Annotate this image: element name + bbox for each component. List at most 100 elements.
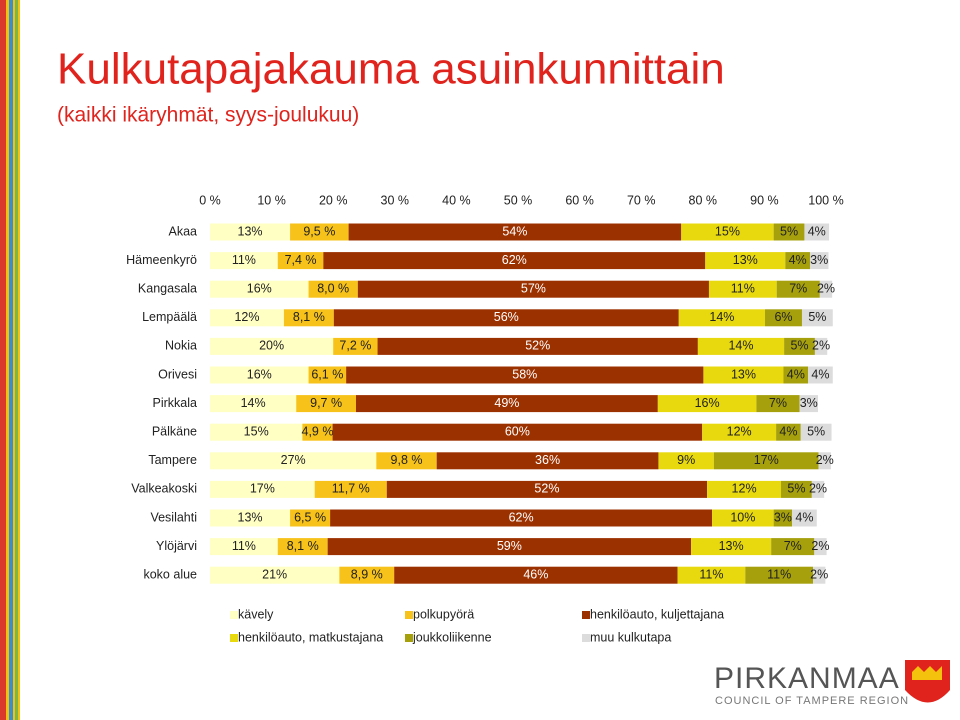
- data-label: 12%: [234, 310, 259, 324]
- bar-segment: [703, 366, 784, 384]
- data-label: 52%: [525, 339, 550, 353]
- bar-segment: [773, 223, 805, 241]
- data-label: 9%: [677, 453, 695, 467]
- stripe: [9, 0, 13, 720]
- stripe: [0, 0, 6, 720]
- bar-segment: [333, 309, 679, 327]
- data-label: 14%: [728, 339, 753, 353]
- data-label: 2%: [809, 482, 827, 496]
- data-label: 15%: [244, 424, 269, 438]
- bar-segment: [277, 538, 328, 556]
- logo-tagline: COUNCIL OF TAMPERE REGION: [715, 695, 909, 707]
- y-tick-label: Pirkkala: [153, 396, 198, 410]
- x-tick-label: 80 %: [689, 193, 718, 207]
- y-tick-label: Vesilahti: [150, 510, 197, 524]
- bar-segment: [773, 509, 793, 527]
- data-label: 11%: [232, 253, 256, 267]
- data-label: 16%: [695, 396, 720, 410]
- data-label: 16%: [247, 367, 272, 381]
- data-label: 9,7 %: [310, 396, 342, 410]
- data-label: 2%: [812, 339, 830, 353]
- bar-segment: [277, 252, 324, 270]
- bar-segment: [210, 566, 340, 584]
- bar-segment: [386, 480, 708, 498]
- bar-segment: [357, 280, 709, 298]
- bar-segment: [765, 309, 802, 327]
- bar-segment: [745, 566, 814, 584]
- data-label: 10%: [730, 510, 755, 524]
- data-label: 11%: [232, 539, 256, 553]
- data-label: 5%: [808, 310, 826, 324]
- bar-segment: [792, 509, 817, 527]
- legend-label: muu kulkutapa: [590, 630, 671, 644]
- y-tick-label: Pälkäne: [152, 424, 197, 438]
- bar-segment: [783, 366, 809, 384]
- y-tick-label: koko alue: [143, 567, 197, 581]
- bar-segment: [339, 566, 395, 584]
- y-tick-label: Nokia: [165, 339, 197, 353]
- data-label: 4%: [808, 224, 826, 238]
- legend-label: joukkoliikenne: [412, 630, 492, 644]
- bar-segment: [210, 452, 377, 470]
- legend-swatch: [230, 611, 238, 619]
- data-label: 13%: [731, 367, 756, 381]
- data-label: 14%: [709, 310, 734, 324]
- data-label: 5%: [787, 482, 805, 496]
- data-label: 3%: [800, 396, 818, 410]
- data-label: 8,1 %: [287, 539, 319, 553]
- bar-segment: [210, 309, 284, 327]
- bar-segment: [771, 538, 815, 556]
- data-label: 14%: [241, 396, 266, 410]
- bar-segment: [308, 280, 358, 298]
- y-tick-label: Lempäälä: [142, 310, 197, 324]
- bar-segment: [801, 309, 833, 327]
- x-tick-label: 30 %: [381, 193, 410, 207]
- y-tick-label: Valkeakoski: [131, 482, 197, 496]
- data-label: 58%: [512, 367, 537, 381]
- data-label: 4%: [789, 253, 807, 267]
- x-tick-label: 40 %: [442, 193, 471, 207]
- legend-label: polkupyörä: [413, 607, 474, 621]
- bar-segment: [813, 566, 826, 584]
- data-label: 5%: [790, 339, 808, 353]
- bar-segment: [691, 538, 772, 556]
- bar-segment: [712, 509, 774, 527]
- data-label: 12%: [727, 424, 752, 438]
- bar-segment: [708, 280, 777, 298]
- data-label: 56%: [494, 310, 519, 324]
- bar-segment: [290, 223, 349, 241]
- data-label: 7,4 %: [285, 253, 317, 267]
- bar-segment: [713, 452, 819, 470]
- data-label: 62%: [502, 253, 527, 267]
- data-label: 15%: [715, 224, 740, 238]
- bar-segment: [784, 337, 815, 355]
- data-label: 59%: [497, 539, 522, 553]
- bar-segment: [290, 509, 331, 527]
- bar-segment: [346, 366, 704, 384]
- logo-shield: [905, 660, 950, 703]
- data-label: 57%: [521, 281, 546, 295]
- bar-segment: [210, 509, 291, 527]
- logo-name: PIRKANMAA: [714, 662, 900, 695]
- x-tick-label: 10 %: [257, 193, 286, 207]
- data-label: 13%: [719, 539, 744, 553]
- data-label: 20%: [259, 339, 284, 353]
- bar-segment: [333, 337, 378, 355]
- data-label: 11%: [731, 281, 755, 295]
- data-label: 60%: [505, 424, 530, 438]
- bar-segment: [814, 538, 827, 556]
- legend-swatch: [582, 634, 590, 642]
- y-tick-label: Orivesi: [158, 367, 197, 381]
- bar-segment: [756, 395, 800, 413]
- bar-segment: [658, 452, 714, 470]
- legend-swatch: [582, 611, 590, 619]
- decor-stripes: [0, 0, 20, 720]
- data-label: 3%: [810, 253, 828, 267]
- bar-segment: [210, 366, 309, 384]
- bar-segment: [376, 452, 437, 470]
- bar-segment: [677, 566, 746, 584]
- bar-segment: [323, 252, 706, 270]
- data-label: 4%: [787, 367, 805, 381]
- data-label: 8,9 %: [351, 567, 383, 581]
